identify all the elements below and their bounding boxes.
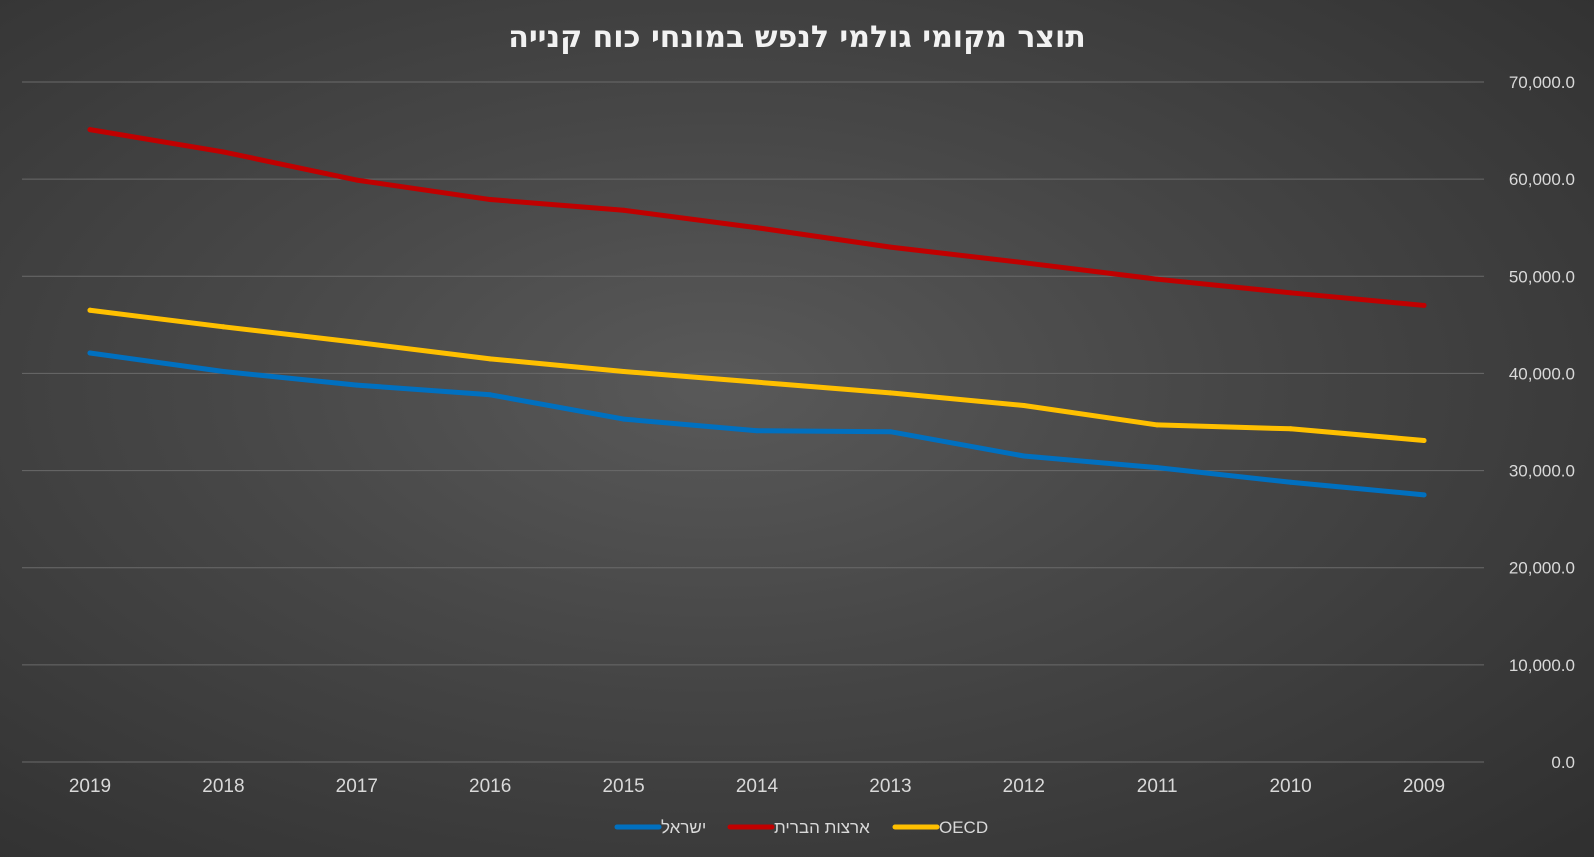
y-tick-label: 10,000.0 bbox=[1509, 656, 1575, 675]
data-point bbox=[1154, 422, 1160, 428]
series-line bbox=[87, 127, 1427, 308]
legend: ישראל ארצות הברית OECD bbox=[614, 818, 988, 837]
y-tick-label: 60,000.0 bbox=[1509, 170, 1575, 189]
data-point bbox=[354, 339, 360, 345]
data-point bbox=[1021, 402, 1027, 408]
x-tick-label: 2016 bbox=[469, 776, 511, 797]
data-point bbox=[1288, 479, 1294, 485]
x-tick-label: 2015 bbox=[602, 776, 644, 797]
series-2 bbox=[87, 307, 1427, 443]
series-lines bbox=[87, 127, 1427, 498]
gridlines bbox=[22, 81, 1484, 763]
y-tick-label: 20,000.0 bbox=[1509, 559, 1575, 578]
x-tick-label: 2012 bbox=[1003, 776, 1045, 797]
x-tick-label: 2010 bbox=[1269, 776, 1311, 797]
data-point bbox=[754, 225, 760, 231]
y-tick-label: 40,000.0 bbox=[1509, 364, 1575, 383]
data-point bbox=[1154, 276, 1160, 282]
y-tick-label: 0.0 bbox=[1551, 753, 1575, 772]
legend-label: ארצות הברית bbox=[774, 818, 870, 837]
data-point bbox=[754, 428, 760, 434]
data-point bbox=[220, 368, 226, 374]
series-line bbox=[87, 307, 1427, 443]
data-point bbox=[1421, 492, 1427, 498]
data-point bbox=[487, 356, 493, 362]
y-tick-label: 30,000.0 bbox=[1509, 462, 1575, 481]
data-point bbox=[1288, 426, 1294, 432]
data-point bbox=[1421, 302, 1427, 308]
legend-item: ארצות הברית bbox=[727, 818, 870, 837]
x-tick-label: 2019 bbox=[69, 776, 111, 797]
data-point bbox=[1154, 465, 1160, 471]
x-axis-ticks: 2019 2018 2017 2016 2015 2014 2013 2012 2011 2010… bbox=[69, 776, 1445, 797]
x-tick-label: 2011 bbox=[1137, 776, 1178, 797]
series-0 bbox=[87, 350, 1427, 498]
x-tick-label: 2014 bbox=[736, 776, 779, 797]
data-point bbox=[220, 149, 226, 155]
x-tick-label: 2018 bbox=[202, 776, 244, 797]
data-point bbox=[487, 197, 493, 203]
data-point bbox=[354, 177, 360, 183]
data-point bbox=[621, 368, 627, 374]
data-point bbox=[1288, 290, 1294, 296]
data-point bbox=[621, 416, 627, 422]
data-point bbox=[87, 350, 93, 356]
x-tick-label: 2013 bbox=[869, 776, 911, 797]
legend-item: ישראל bbox=[614, 818, 706, 837]
data-point bbox=[87, 127, 93, 133]
data-point bbox=[87, 307, 93, 313]
data-point bbox=[220, 324, 226, 330]
legend-item: OECD bbox=[892, 818, 988, 837]
data-point bbox=[1021, 453, 1027, 459]
data-point bbox=[887, 244, 893, 250]
data-point bbox=[354, 382, 360, 388]
series-line bbox=[87, 350, 1427, 498]
data-point bbox=[621, 207, 627, 213]
legend-label: OECD bbox=[939, 818, 988, 837]
data-point bbox=[754, 379, 760, 385]
chart-title: תוצר מקומי גולמי לנפש במונחי כוח קנייה bbox=[508, 20, 1086, 55]
y-tick-label: 70,000.0 bbox=[1509, 73, 1575, 92]
data-point bbox=[1021, 260, 1027, 266]
data-point bbox=[887, 390, 893, 396]
data-point bbox=[887, 429, 893, 435]
data-point bbox=[487, 392, 493, 398]
data-point bbox=[1421, 437, 1427, 443]
x-tick-label: 2017 bbox=[336, 776, 378, 797]
series-1 bbox=[87, 127, 1427, 308]
x-tick-label: 2009 bbox=[1403, 776, 1445, 797]
y-axis-ticks: 0.0 10,000.0 20,000.0 30,000.0 40,000.0 50,00… bbox=[1509, 73, 1575, 772]
y-tick-label: 50,000.0 bbox=[1509, 267, 1575, 286]
legend-label: ישראל bbox=[661, 818, 706, 837]
